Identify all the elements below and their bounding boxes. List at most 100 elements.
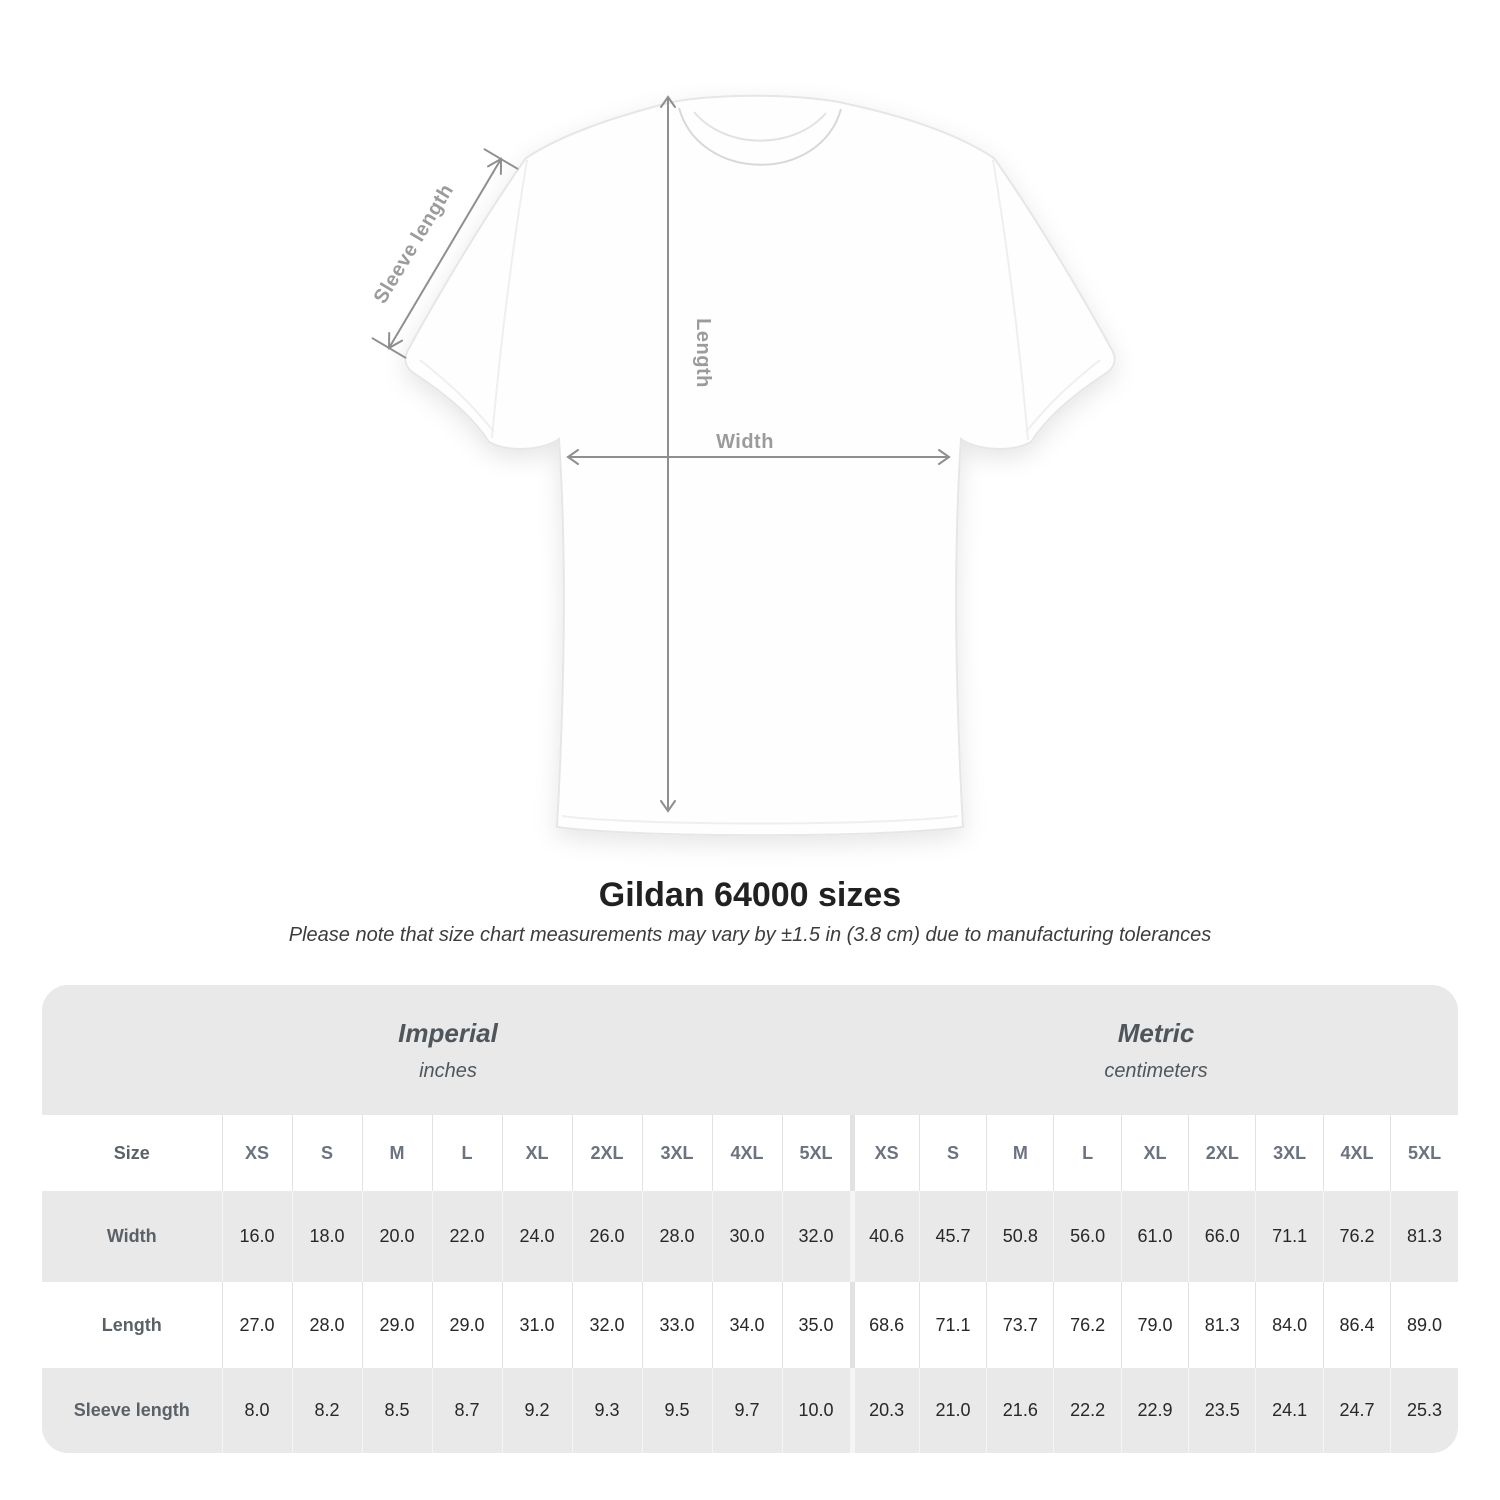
table-cell: 73.7	[986, 1282, 1054, 1368]
imperial-units: inches	[419, 1059, 477, 1082]
size-col-header: M	[361, 1115, 432, 1191]
size-table: Size XS S M L XL 2XL 3XL 4XL 5XL XS S M …	[42, 1115, 1458, 1453]
right-cuff-stitch	[1025, 359, 1101, 433]
size-col-header: S	[918, 1115, 987, 1191]
table-cell: 66.0	[1188, 1191, 1256, 1282]
length-label: Length	[692, 318, 714, 388]
size-col-header: 2XL	[1188, 1115, 1256, 1191]
size-col-header: S	[291, 1115, 362, 1191]
width-label: Width	[716, 431, 774, 453]
size-table-card: Imperial inches Metric centimeters Size …	[42, 985, 1458, 1453]
left-sleeve-seam	[491, 159, 528, 439]
table-cell: 29.0	[431, 1282, 502, 1368]
table-cell: 76.2	[1053, 1282, 1122, 1368]
unit-groups-header: Imperial inches Metric centimeters	[42, 985, 1458, 1115]
row-label: Length	[101, 1314, 162, 1335]
table-cell: 68.6	[849, 1282, 920, 1368]
table-cell: 34.0	[711, 1282, 782, 1368]
table-cell: 32.0	[781, 1191, 852, 1282]
tshirt-diagram-svg: Sleeve length Length Width	[370, 94, 1116, 837]
table-row-width: Width 16.0 18.0 20.0 22.0 24.0 26.0 28.0…	[42, 1191, 1458, 1282]
imperial-label: Imperial	[398, 1017, 498, 1048]
table-cell: 20.0	[361, 1191, 432, 1282]
size-col-header: 5XL	[781, 1115, 852, 1191]
table-cell: 33.0	[641, 1282, 712, 1368]
size-col-header: XS	[849, 1115, 920, 1191]
metric-units: centimeters	[1104, 1059, 1208, 1082]
table-cell: 24.7	[1322, 1368, 1391, 1453]
table-cell: 9.2	[501, 1368, 572, 1453]
collar-inner-seam	[693, 111, 827, 142]
table-cell: 50.8	[986, 1191, 1054, 1282]
table-cell: 22.2	[1053, 1368, 1122, 1453]
table-cell: 89.0	[1390, 1282, 1458, 1368]
table-cell: 29.0	[361, 1282, 432, 1368]
table-cell: 24.0	[501, 1191, 572, 1282]
table-cell: 8.7	[431, 1368, 502, 1453]
size-col-header: L	[1053, 1115, 1122, 1191]
table-cell: 81.3	[1188, 1282, 1256, 1368]
table-row-sleeve-length: Sleeve length 8.0 8.2 8.5 8.7 9.2 9.3 9.…	[42, 1368, 1458, 1453]
table-cell: 79.0	[1120, 1282, 1189, 1368]
table-cell: 16.0	[221, 1191, 292, 1282]
size-col-header: 3XL	[641, 1115, 712, 1191]
table-cell: 22.9	[1120, 1368, 1189, 1453]
size-col-header: 4XL	[1322, 1115, 1391, 1191]
table-cell: 24.1	[1255, 1368, 1324, 1453]
table-cell: 28.0	[291, 1282, 362, 1368]
table-cell: 76.2	[1322, 1191, 1391, 1282]
size-corner-header: Size	[113, 1142, 150, 1163]
tshirt-size-diagram: Sleeve length Length Width	[370, 94, 1116, 837]
right-sleeve-seam	[992, 159, 1029, 441]
size-col-header: XL	[1120, 1115, 1189, 1191]
row-label: Width	[106, 1226, 157, 1246]
table-cell: 32.0	[571, 1282, 642, 1368]
left-cuff-stitch	[419, 359, 495, 433]
table-cell: 18.0	[291, 1191, 362, 1282]
size-col-header: 4XL	[711, 1115, 782, 1191]
size-col-header: 5XL	[1390, 1115, 1458, 1191]
size-col-header: L	[431, 1115, 502, 1191]
tshirt-graphic	[404, 94, 1116, 837]
metric-label: Metric	[1117, 1017, 1195, 1048]
table-cell: 8.2	[291, 1368, 362, 1453]
tolerance-note: Please note that size chart measurements…	[288, 924, 1212, 946]
table-cell: 28.0	[641, 1191, 712, 1282]
size-col-header: 3XL	[1255, 1115, 1324, 1191]
table-cell: 71.1	[1255, 1191, 1324, 1282]
table-cell: 56.0	[1053, 1191, 1122, 1282]
table-cell: 30.0	[711, 1191, 782, 1282]
page-title: Gildan 64000 sizes	[598, 876, 902, 914]
table-cell: 21.0	[918, 1368, 987, 1453]
table-cell: 22.0	[431, 1191, 502, 1282]
table-cell: 9.7	[711, 1368, 782, 1453]
table-cell: 35.0	[781, 1282, 852, 1368]
size-col-header: XS	[221, 1115, 292, 1191]
table-cell: 9.3	[571, 1368, 642, 1453]
table-cell: 71.1	[918, 1282, 987, 1368]
table-cell: 9.5	[641, 1368, 712, 1453]
size-col-header: 2XL	[571, 1115, 642, 1191]
imperial-group-header: Imperial inches	[42, 985, 854, 1115]
hem-stitch	[561, 815, 959, 825]
sleeve-length-arrow	[371, 148, 519, 359]
width-arrow	[566, 449, 951, 465]
table-cell: 25.3	[1390, 1368, 1458, 1453]
table-cell: 81.3	[1390, 1191, 1458, 1282]
size-col-header: M	[986, 1115, 1054, 1191]
table-cell: 84.0	[1255, 1282, 1324, 1368]
collar-seam	[678, 107, 842, 166]
size-header-row: Size XS S M L XL 2XL 3XL 4XL 5XL XS S M …	[42, 1115, 1458, 1191]
table-cell: 20.3	[849, 1368, 920, 1453]
table-cell: 10.0	[781, 1368, 852, 1453]
table-cell: 45.7	[918, 1191, 987, 1282]
table-row-length: Length 27.0 28.0 29.0 29.0 31.0 32.0 33.…	[42, 1282, 1458, 1368]
metric-group-header: Metric centimeters	[854, 985, 1458, 1115]
table-cell: 26.0	[571, 1191, 642, 1282]
table-cell: 21.6	[986, 1368, 1054, 1453]
length-arrow	[660, 95, 676, 813]
table-cell: 31.0	[501, 1282, 572, 1368]
table-cell: 27.0	[221, 1282, 292, 1368]
table-cell: 86.4	[1322, 1282, 1391, 1368]
table-cell: 40.6	[849, 1191, 920, 1282]
